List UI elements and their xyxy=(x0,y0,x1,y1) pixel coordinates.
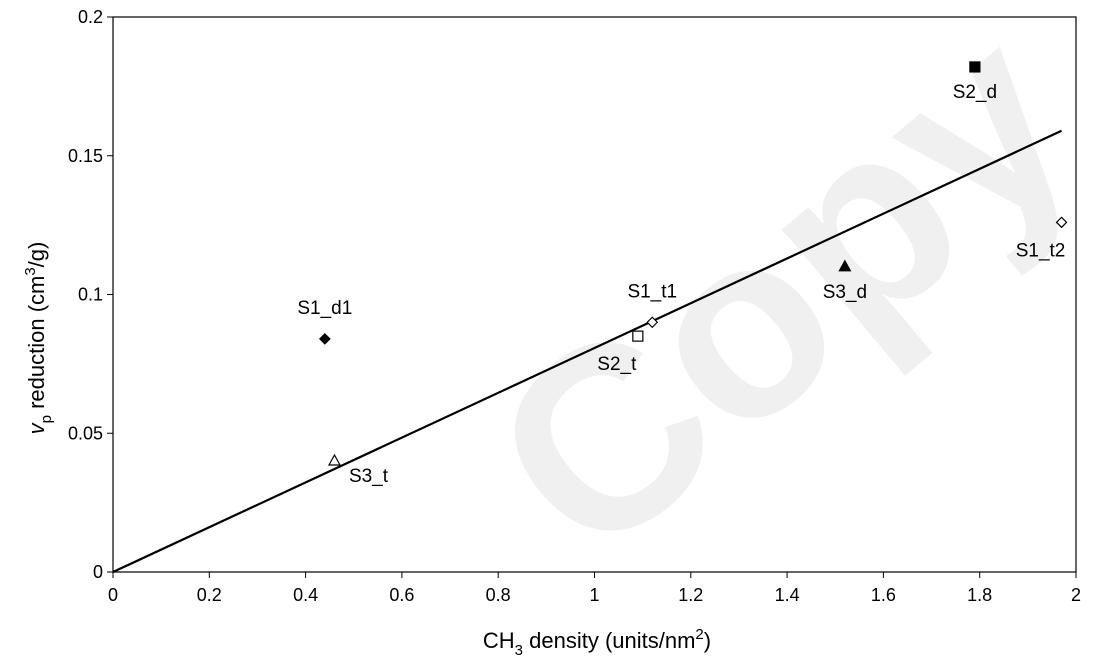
x-tick-label: 1 xyxy=(589,585,599,605)
data-point-s2-t xyxy=(632,330,644,342)
point-label: S2_d xyxy=(953,82,997,103)
x-tick-label: 0.4 xyxy=(293,585,318,605)
x-tick-label: 1.8 xyxy=(967,585,992,605)
y-tick-label: 0.1 xyxy=(78,285,103,305)
point-label: S3_t xyxy=(349,466,389,487)
x-tick-label: 1.4 xyxy=(775,585,800,605)
point-label: S1_d1 xyxy=(297,298,352,319)
y-tick-label: 0 xyxy=(93,562,103,582)
x-tick-label: 1.2 xyxy=(678,585,703,605)
data-point-s3-t xyxy=(327,453,342,466)
data-point-s2-d xyxy=(969,61,981,73)
y-tick-label: 0.2 xyxy=(78,7,103,27)
data-point-s1-t1 xyxy=(646,316,659,329)
x-tick-label: 0.2 xyxy=(197,585,222,605)
x-tick-label: 0.8 xyxy=(486,585,511,605)
data-point-s1-d1 xyxy=(319,333,331,345)
y-tick-label: 0.15 xyxy=(68,146,103,166)
data-point-s1-t2 xyxy=(1055,216,1068,229)
x-tick-label: 2 xyxy=(1071,585,1081,605)
x-tick-label: 1.6 xyxy=(871,585,896,605)
x-axis-title: CH3 density (units/nm2) xyxy=(483,626,711,659)
y-tick-label: 0.05 xyxy=(68,423,103,443)
point-label: S1_t2 xyxy=(1016,240,1066,261)
y-axis-title: vp reduction (cm3/g) xyxy=(22,242,55,435)
point-label: S2_t xyxy=(597,354,637,375)
point-label: S3_d xyxy=(823,282,867,303)
x-tick-label: 0.6 xyxy=(389,585,414,605)
point-label: S1_t1 xyxy=(627,281,677,302)
trendline xyxy=(112,129,1063,573)
x-tick-label: 0 xyxy=(108,585,118,605)
data-point-s3-d xyxy=(838,259,852,272)
